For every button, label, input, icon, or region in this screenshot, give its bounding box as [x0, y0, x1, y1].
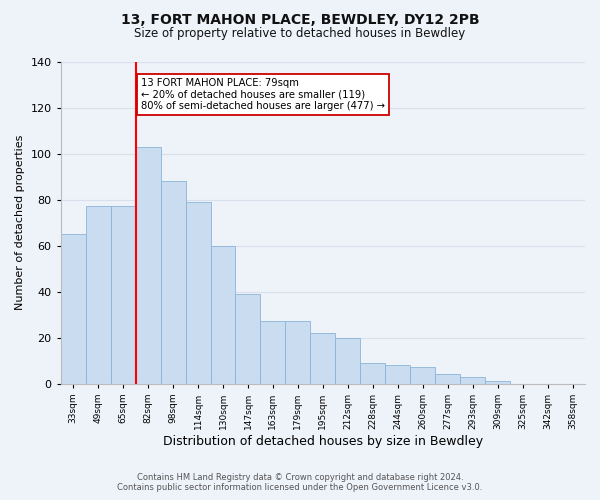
Text: Size of property relative to detached houses in Bewdley: Size of property relative to detached ho… — [134, 28, 466, 40]
Bar — [260, 322, 286, 384]
Y-axis label: Number of detached properties: Number of detached properties — [15, 135, 25, 310]
Bar — [410, 368, 435, 384]
Bar — [235, 294, 260, 384]
Bar — [361, 363, 385, 384]
Bar — [110, 206, 136, 384]
Text: 13, FORT MAHON PLACE, BEWDLEY, DY12 2PB: 13, FORT MAHON PLACE, BEWDLEY, DY12 2PB — [121, 12, 479, 26]
Bar — [136, 146, 161, 384]
Bar — [485, 381, 510, 384]
Bar — [185, 202, 211, 384]
Text: 13 FORT MAHON PLACE: 79sqm
← 20% of detached houses are smaller (119)
80% of sem: 13 FORT MAHON PLACE: 79sqm ← 20% of deta… — [140, 78, 385, 111]
Text: Contains HM Land Registry data © Crown copyright and database right 2024.
Contai: Contains HM Land Registry data © Crown c… — [118, 473, 482, 492]
Bar — [86, 206, 110, 384]
Bar — [161, 181, 185, 384]
Bar — [335, 338, 361, 384]
X-axis label: Distribution of detached houses by size in Bewdley: Distribution of detached houses by size … — [163, 434, 483, 448]
Bar — [211, 246, 235, 384]
Bar — [385, 365, 410, 384]
Bar — [286, 322, 310, 384]
Bar — [61, 234, 86, 384]
Bar — [435, 374, 460, 384]
Bar — [460, 376, 485, 384]
Bar — [310, 333, 335, 384]
